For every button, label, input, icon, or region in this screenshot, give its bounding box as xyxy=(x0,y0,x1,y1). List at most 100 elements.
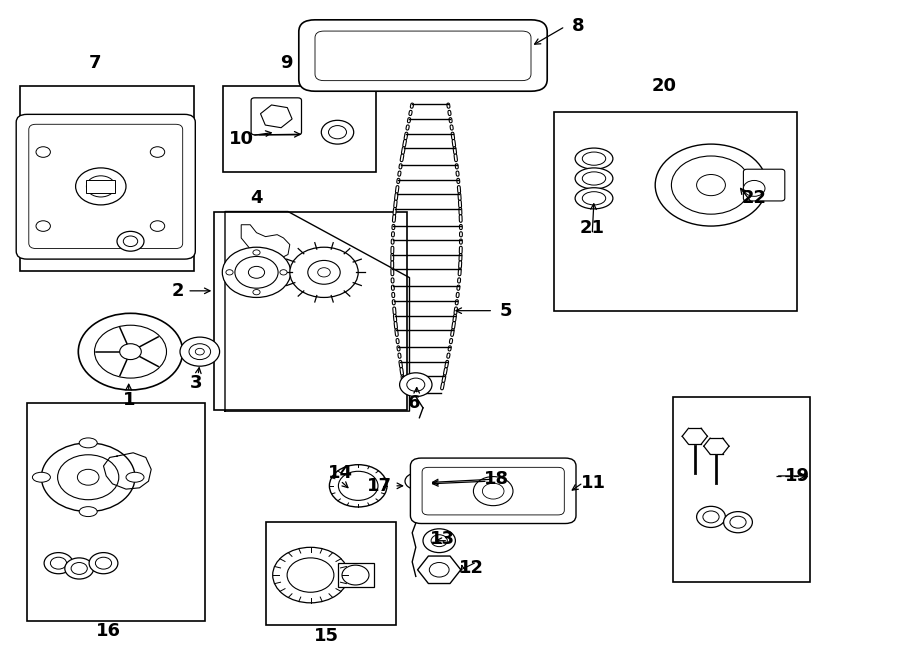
Ellipse shape xyxy=(79,506,97,517)
Circle shape xyxy=(226,270,233,275)
Circle shape xyxy=(338,471,378,500)
Ellipse shape xyxy=(582,172,606,185)
Circle shape xyxy=(308,260,340,284)
Text: 12: 12 xyxy=(459,559,484,578)
Circle shape xyxy=(273,547,348,603)
Bar xyxy=(673,397,810,582)
Ellipse shape xyxy=(32,472,50,483)
Polygon shape xyxy=(241,225,290,259)
FancyBboxPatch shape xyxy=(299,20,547,91)
Text: 10: 10 xyxy=(229,130,254,148)
Text: 20: 20 xyxy=(652,77,677,95)
Circle shape xyxy=(431,535,447,547)
Text: 16: 16 xyxy=(95,622,121,641)
Circle shape xyxy=(123,236,138,247)
Ellipse shape xyxy=(126,472,144,483)
Circle shape xyxy=(423,529,455,553)
Text: 14: 14 xyxy=(328,463,353,482)
Text: 4: 4 xyxy=(250,189,263,208)
FancyBboxPatch shape xyxy=(743,169,785,201)
Circle shape xyxy=(150,221,165,231)
Circle shape xyxy=(95,557,112,569)
FancyBboxPatch shape xyxy=(16,114,195,259)
Circle shape xyxy=(321,120,354,144)
FancyBboxPatch shape xyxy=(251,98,302,135)
Circle shape xyxy=(730,516,746,528)
Text: 6: 6 xyxy=(408,394,420,412)
Text: 17: 17 xyxy=(366,477,392,495)
Circle shape xyxy=(290,247,358,297)
Circle shape xyxy=(703,511,719,523)
Ellipse shape xyxy=(582,192,606,205)
Text: 15: 15 xyxy=(314,627,339,645)
Bar xyxy=(214,212,407,410)
Circle shape xyxy=(222,247,291,297)
FancyBboxPatch shape xyxy=(315,31,531,81)
Circle shape xyxy=(95,182,106,190)
Circle shape xyxy=(71,563,87,574)
Bar xyxy=(223,86,376,172)
Circle shape xyxy=(473,477,513,506)
Circle shape xyxy=(189,344,211,360)
FancyBboxPatch shape xyxy=(410,458,576,524)
Bar xyxy=(554,112,796,311)
Circle shape xyxy=(743,180,765,196)
Text: 5: 5 xyxy=(500,301,512,320)
Circle shape xyxy=(400,373,432,397)
Circle shape xyxy=(429,563,449,577)
Circle shape xyxy=(697,506,725,527)
Ellipse shape xyxy=(575,148,613,169)
Circle shape xyxy=(248,266,265,278)
Circle shape xyxy=(77,469,99,485)
Circle shape xyxy=(36,147,50,157)
Circle shape xyxy=(235,256,278,288)
Circle shape xyxy=(405,473,427,489)
Text: 13: 13 xyxy=(429,529,454,548)
Text: 18: 18 xyxy=(484,470,509,488)
Circle shape xyxy=(36,221,50,231)
Text: 7: 7 xyxy=(88,54,101,72)
Circle shape xyxy=(253,250,260,255)
Circle shape xyxy=(86,176,115,197)
Circle shape xyxy=(58,455,119,500)
FancyBboxPatch shape xyxy=(422,467,564,515)
Circle shape xyxy=(94,325,166,378)
Circle shape xyxy=(671,156,751,214)
Circle shape xyxy=(117,231,144,251)
Text: 8: 8 xyxy=(572,17,584,36)
Circle shape xyxy=(329,465,387,507)
Text: 21: 21 xyxy=(580,219,605,237)
Circle shape xyxy=(407,378,425,391)
Circle shape xyxy=(253,290,260,295)
Bar xyxy=(266,522,396,625)
Circle shape xyxy=(280,270,287,275)
Text: 1: 1 xyxy=(122,391,135,409)
Circle shape xyxy=(724,512,752,533)
Ellipse shape xyxy=(79,438,97,448)
Circle shape xyxy=(328,126,346,139)
Circle shape xyxy=(150,147,165,157)
Circle shape xyxy=(655,144,767,226)
Circle shape xyxy=(318,268,330,277)
Circle shape xyxy=(89,553,118,574)
Circle shape xyxy=(65,558,94,579)
Bar xyxy=(20,86,194,271)
Ellipse shape xyxy=(575,188,613,209)
Circle shape xyxy=(76,168,126,205)
Circle shape xyxy=(120,344,141,360)
Text: 19: 19 xyxy=(785,467,810,485)
Bar xyxy=(86,180,115,193)
Circle shape xyxy=(697,175,725,196)
Circle shape xyxy=(342,565,369,585)
Bar xyxy=(27,403,205,621)
Text: 2: 2 xyxy=(172,282,184,300)
Text: 11: 11 xyxy=(580,473,606,492)
Bar xyxy=(338,563,374,587)
Circle shape xyxy=(287,558,334,592)
Circle shape xyxy=(195,348,204,355)
Circle shape xyxy=(44,553,73,574)
Circle shape xyxy=(180,337,220,366)
Text: 9: 9 xyxy=(280,54,292,72)
Text: 3: 3 xyxy=(190,374,203,393)
Ellipse shape xyxy=(582,152,606,165)
